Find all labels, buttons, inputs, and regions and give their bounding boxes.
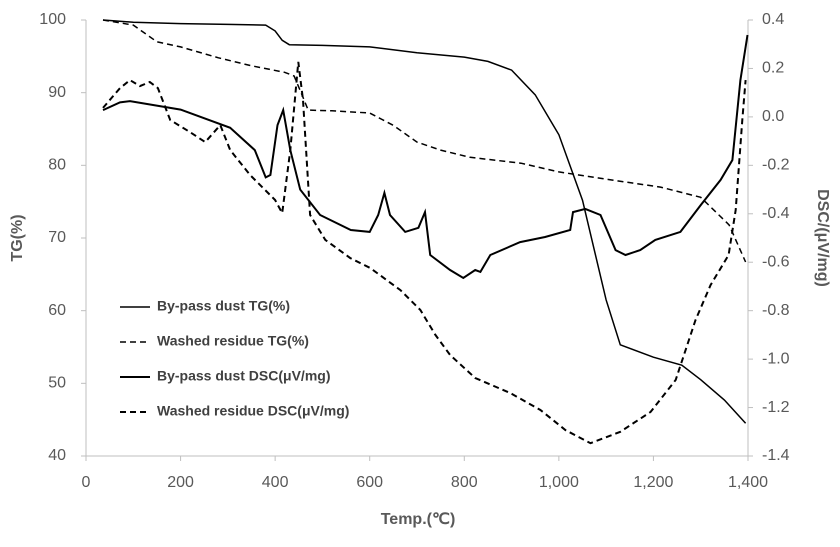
series-line	[102, 34, 749, 280]
y-tick-label: 50	[48, 375, 66, 392]
x-tick-label: 600	[356, 474, 383, 491]
y2-axis-title: DSC/(μV/mg)	[814, 189, 831, 287]
x-axis-title: Temp.(℃)	[381, 511, 456, 528]
y-tick-label: 70	[48, 229, 66, 246]
legend: By-pass dust TG(%) Washed residue TG(%) By…	[114, 290, 382, 430]
y-tick-label: 40	[48, 447, 66, 464]
x-tick-label: 200	[167, 474, 194, 491]
y2-tick-label: -0.2	[762, 157, 790, 174]
series-line	[102, 61, 747, 445]
y2-tick-label: 0.2	[762, 60, 784, 77]
y2-tick-label: -0.6	[762, 253, 790, 270]
legend-box	[114, 290, 382, 430]
x-tick-label: 1,400	[728, 474, 768, 491]
x-tick-label: 0	[82, 474, 91, 491]
x-tick-label: 400	[262, 474, 289, 491]
y-tick-label: 90	[48, 84, 66, 101]
series-line	[102, 19, 747, 263]
x-tick-label: 1,200	[633, 474, 673, 491]
series-line	[102, 19, 747, 424]
y2-tick-label: 0.4	[762, 11, 784, 28]
y2-tick-label: -0.8	[762, 302, 790, 319]
legend-label: Washed residue DSC(μV/mg)	[157, 403, 349, 419]
legend-label: Washed residue TG(%)	[157, 333, 309, 349]
y2-tick-label: -1.0	[762, 350, 790, 367]
x-tick-label: 800	[451, 474, 478, 491]
legend-label: By-pass dust DSC(μV/mg)	[157, 368, 330, 384]
y2-tick-label: -1.2	[762, 399, 790, 416]
y-tick-label: 80	[48, 157, 66, 174]
y-tick-label: 60	[48, 302, 66, 319]
y-tick-label: 100	[39, 11, 66, 28]
y-axis-title: TG(%)	[9, 214, 26, 261]
y2-tick-label: -1.4	[762, 447, 790, 464]
y2-tick-label: -0.4	[762, 205, 790, 222]
legend-label: By-pass dust TG(%)	[157, 298, 290, 314]
y2-tick-label: 0.0	[762, 108, 784, 125]
x-tick-label: 1,000	[539, 474, 579, 491]
